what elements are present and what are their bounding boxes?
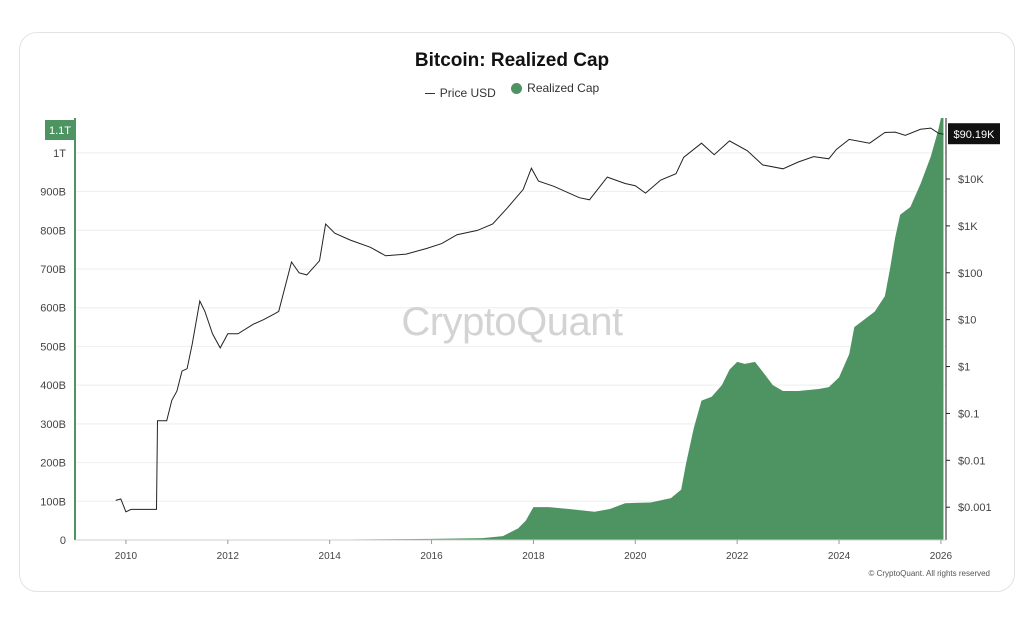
series-realized-cap-area bbox=[319, 118, 944, 540]
left-tick-label: 100B bbox=[40, 496, 66, 508]
legend-label-realized-cap: Realized Cap bbox=[527, 81, 600, 95]
x-tick-label: 2018 bbox=[522, 551, 545, 562]
right-tick-label: $10 bbox=[958, 315, 976, 327]
right-tick-label: $0.001 bbox=[958, 502, 992, 514]
legend: Price USD Realized Cap bbox=[0, 81, 1024, 100]
x-tick-label: 2010 bbox=[115, 551, 138, 562]
right-tick-label: $10K bbox=[958, 174, 984, 186]
left-tick-label: 500B bbox=[40, 341, 66, 353]
left-current-value: 1.1T bbox=[49, 125, 71, 137]
right-tick-label: $1 bbox=[958, 362, 970, 374]
legend-item-price[interactable]: Price USD bbox=[424, 86, 496, 100]
x-tick-label: 2026 bbox=[930, 551, 953, 562]
x-tick-label: 2020 bbox=[624, 551, 647, 562]
left-tick-label: 1T bbox=[53, 148, 66, 160]
right-current-badge bbox=[948, 123, 1000, 145]
left-tick-label: 300B bbox=[40, 419, 66, 431]
realized-cap-dot-icon bbox=[511, 82, 523, 94]
right-tick-label: $0.01 bbox=[958, 455, 986, 467]
x-tick-label: 2016 bbox=[420, 551, 443, 562]
left-tick-label: 400B bbox=[40, 380, 66, 392]
copyright-text: © CryptoQuant. All rights reserved bbox=[868, 569, 991, 578]
legend-item-realized-cap[interactable]: Realized Cap bbox=[511, 81, 599, 95]
right-current-value: $90.19K bbox=[954, 129, 996, 141]
chart-title: Bitcoin: Realized Cap bbox=[414, 50, 610, 71]
x-tick-label: 2012 bbox=[217, 551, 240, 562]
left-tick-label: 900B bbox=[40, 187, 66, 199]
left-current-badge bbox=[45, 120, 75, 140]
right-tick-label: $1K bbox=[958, 221, 978, 233]
left-tick-label: 0 bbox=[60, 535, 66, 547]
x-tick-label: 2022 bbox=[726, 551, 749, 562]
right-tick-label: $100 bbox=[958, 268, 982, 280]
x-tick-label: 2014 bbox=[319, 551, 342, 562]
left-tick-label: 700B bbox=[40, 264, 66, 276]
watermark: CryptoQuant bbox=[401, 300, 623, 344]
series-price-line bbox=[115, 127, 944, 513]
x-tick-label: 2024 bbox=[828, 551, 851, 562]
left-tick-label: 200B bbox=[40, 458, 66, 470]
left-tick-label: 800B bbox=[40, 225, 66, 237]
right-tick-label: $0.1 bbox=[958, 408, 979, 420]
price-line-swatch-icon bbox=[424, 92, 435, 94]
legend-label-price: Price USD bbox=[439, 86, 496, 100]
left-tick-label: 600B bbox=[40, 303, 66, 315]
